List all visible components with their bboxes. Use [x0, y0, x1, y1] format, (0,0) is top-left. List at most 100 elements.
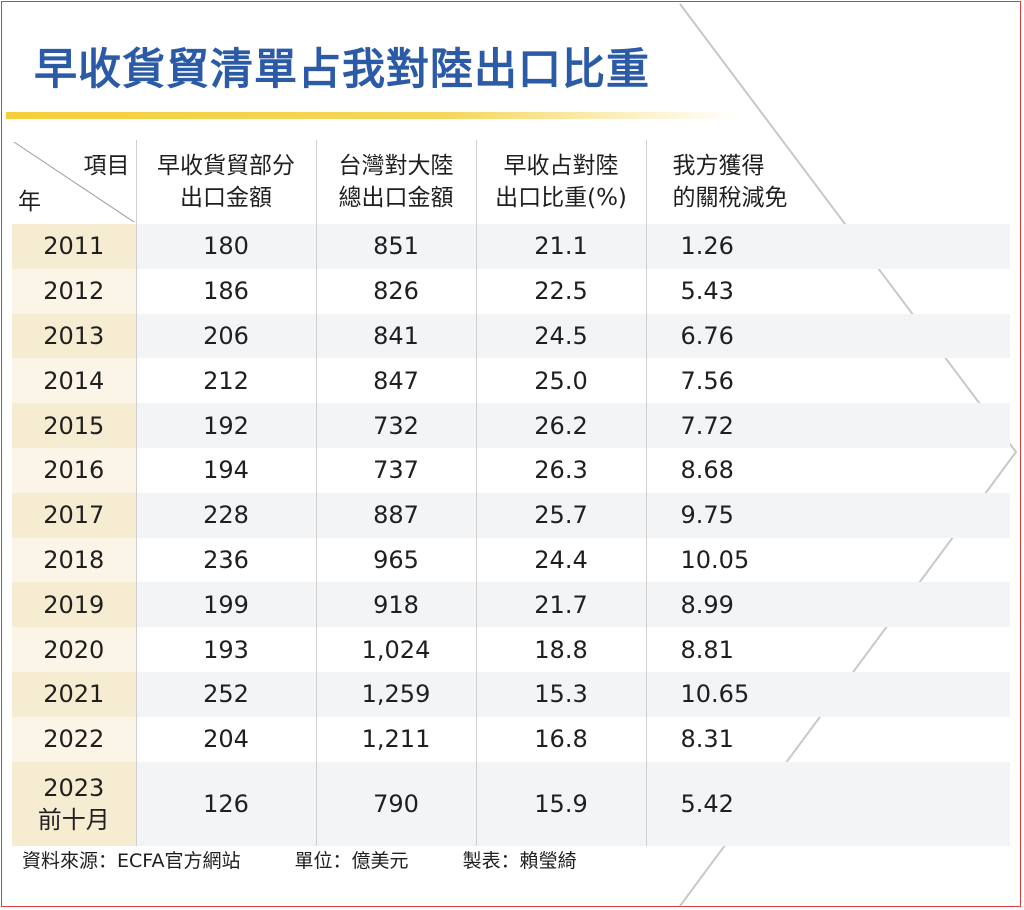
- table-body: 2011 180 851 21.1 1.26 2012 186 826 22.5 5.43 2013…: [12, 224, 1010, 846]
- cell-year: 2015: [12, 403, 137, 448]
- cell-early-harvest-exports: 186: [136, 268, 317, 314]
- cell-total-exports: 841: [316, 313, 477, 359]
- cell-total-exports: 1,211: [316, 716, 477, 762]
- diagonal-divider: [13, 141, 135, 223]
- table-row: 2012 186 826 22.5 5.43: [12, 268, 1010, 314]
- header-line: 早收占對陸: [503, 153, 619, 179]
- cell-total-exports: 732: [316, 403, 477, 448]
- cell-year: 2012: [12, 268, 137, 314]
- cell-total-exports: 887: [316, 492, 477, 538]
- table-row: 2019 199 918 21.7 8.99: [12, 582, 1010, 628]
- table-row: 2021 252 1,259 15.3 10.65: [12, 671, 1010, 717]
- year-line: 2020: [43, 635, 105, 664]
- cell-total-exports: 851: [316, 224, 477, 269]
- cell-early-harvest-exports: 206: [136, 313, 317, 359]
- table-row: 2015 192 732 26.2 7.72: [12, 403, 1010, 448]
- year-line: 前十月: [37, 805, 110, 834]
- cell-year: 2020: [12, 627, 137, 672]
- cell-tariff-savings: 10.05: [680, 545, 750, 574]
- cell-tariff-savings: 1.26: [646, 224, 1010, 269]
- cell-share: 26.2: [476, 403, 647, 448]
- cell-year: 2017: [12, 492, 137, 538]
- cell-total-exports: 1,024: [316, 627, 477, 672]
- cell-year: 2019: [12, 582, 137, 628]
- header-total-exports: 台灣對大陸 總出口金額: [316, 140, 477, 224]
- cell-year: 2023 前十月: [12, 761, 137, 846]
- cell-total-exports: 790: [316, 761, 477, 846]
- cell-early-harvest-exports: 193: [136, 627, 317, 672]
- year-line: 2016: [43, 456, 105, 485]
- header-line: 台灣對大陸: [338, 153, 454, 179]
- table-row: 2020 193 1,024 18.8 8.81: [12, 627, 1010, 672]
- cell-share: 21.1: [476, 224, 647, 269]
- cell-early-harvest-exports: 204: [136, 716, 317, 762]
- year-line: 2015: [43, 411, 105, 440]
- cell-year: 2014: [12, 358, 137, 404]
- cell-tariff-savings: 8.81: [680, 635, 734, 664]
- data-table: 項目 年 早收貨貿部分 出口金額 台灣對大陸 總出口金額 早收占對陸 出口比重(…: [12, 140, 1010, 846]
- table-row: 2017 228 887 25.7 9.75: [12, 492, 1010, 538]
- cell-share: 15.3: [476, 671, 647, 717]
- table-row: 2018 236 965 24.4 10.05: [12, 537, 1010, 583]
- table-row: 2013 206 841 24.5 6.76: [12, 313, 1010, 359]
- cell-early-harvest-exports: 194: [136, 447, 317, 493]
- footer: 資料來源：ECFA官方網站 單位：億美元 製表：賴瑩綺: [22, 846, 625, 873]
- cell-year: 2022: [12, 716, 137, 762]
- year-line: 2021: [43, 680, 105, 709]
- year-line: 2014: [43, 366, 105, 395]
- table-row: 2016 194 737 26.3 8.68: [12, 447, 1010, 493]
- year-line: 2022: [43, 725, 105, 754]
- header-share: 早收占對陸 出口比重(%): [476, 140, 647, 224]
- header-corner-cell: 項目 年: [12, 140, 137, 224]
- cell-year: 2011: [12, 224, 137, 269]
- cell-share: 16.8: [476, 716, 647, 762]
- cell-year: 2013: [12, 313, 137, 359]
- cell-year: 2018: [12, 537, 137, 583]
- header-tariff-savings: 我方獲得 的關稅減免: [646, 140, 1010, 224]
- cell-share: 25.0: [476, 358, 647, 404]
- header-row: 項目 年 早收貨貿部分 出口金額 台灣對大陸 總出口金額 早收占對陸 出口比重(…: [12, 140, 1010, 224]
- year-line: 2013: [43, 321, 105, 350]
- footer-source: 資料來源：ECFA官方網站: [22, 850, 241, 872]
- cell-early-harvest-exports: 192: [136, 403, 317, 448]
- table-row: 2014 212 847 25.0 7.56: [12, 358, 1010, 404]
- year-line: 2011: [43, 232, 105, 261]
- cell-share: 26.3: [476, 447, 647, 493]
- header-corner-year: 年: [18, 189, 41, 215]
- cell-tariff-savings: 10.65: [646, 671, 1010, 717]
- cell-tariff-savings: 8.68: [680, 456, 734, 485]
- header-line: 出口金額: [180, 185, 272, 211]
- footer-author: 製表：賴瑩綺: [462, 850, 577, 872]
- cell-share: 24.4: [476, 537, 647, 583]
- table-row: 2023 前十月 126 790 15.9 5.42: [12, 761, 1010, 846]
- cell-tariff-savings: 8.99: [646, 582, 1010, 628]
- cell-year: 2021: [12, 671, 137, 717]
- cell-total-exports: 737: [316, 447, 477, 493]
- year-line: 2023: [43, 773, 105, 802]
- cell-early-harvest-exports: 252: [136, 671, 317, 717]
- cell-share: 18.8: [476, 627, 647, 672]
- cell-total-exports: 826: [316, 268, 477, 314]
- cell-total-exports: 847: [316, 358, 477, 404]
- header-line: 出口比重(%): [495, 185, 627, 211]
- cell-total-exports: 965: [316, 537, 477, 583]
- cell-share: 22.5: [476, 268, 647, 314]
- cell-tariff-savings: 7.56: [680, 366, 734, 395]
- cell-early-harvest-exports: 199: [136, 582, 317, 628]
- cell-share: 25.7: [476, 492, 647, 538]
- cell-share: 15.9: [476, 761, 647, 846]
- year-line: 2019: [43, 590, 105, 619]
- cell-total-exports: 918: [316, 582, 477, 628]
- table-row: 2022 204 1,211 16.8 8.31: [12, 716, 1010, 762]
- footer-unit: 單位：億美元: [294, 850, 409, 872]
- year-line: 2012: [43, 277, 105, 306]
- cell-tariff-savings: 7.72: [646, 403, 1010, 448]
- header-line: 總出口金額: [338, 185, 454, 211]
- cell-early-harvest-exports: 126: [136, 761, 317, 846]
- cell-tariff-savings: 8.31: [680, 725, 734, 754]
- cell-early-harvest-exports: 212: [136, 358, 317, 404]
- year-line: 2017: [43, 501, 105, 530]
- year-line: 2018: [43, 545, 105, 574]
